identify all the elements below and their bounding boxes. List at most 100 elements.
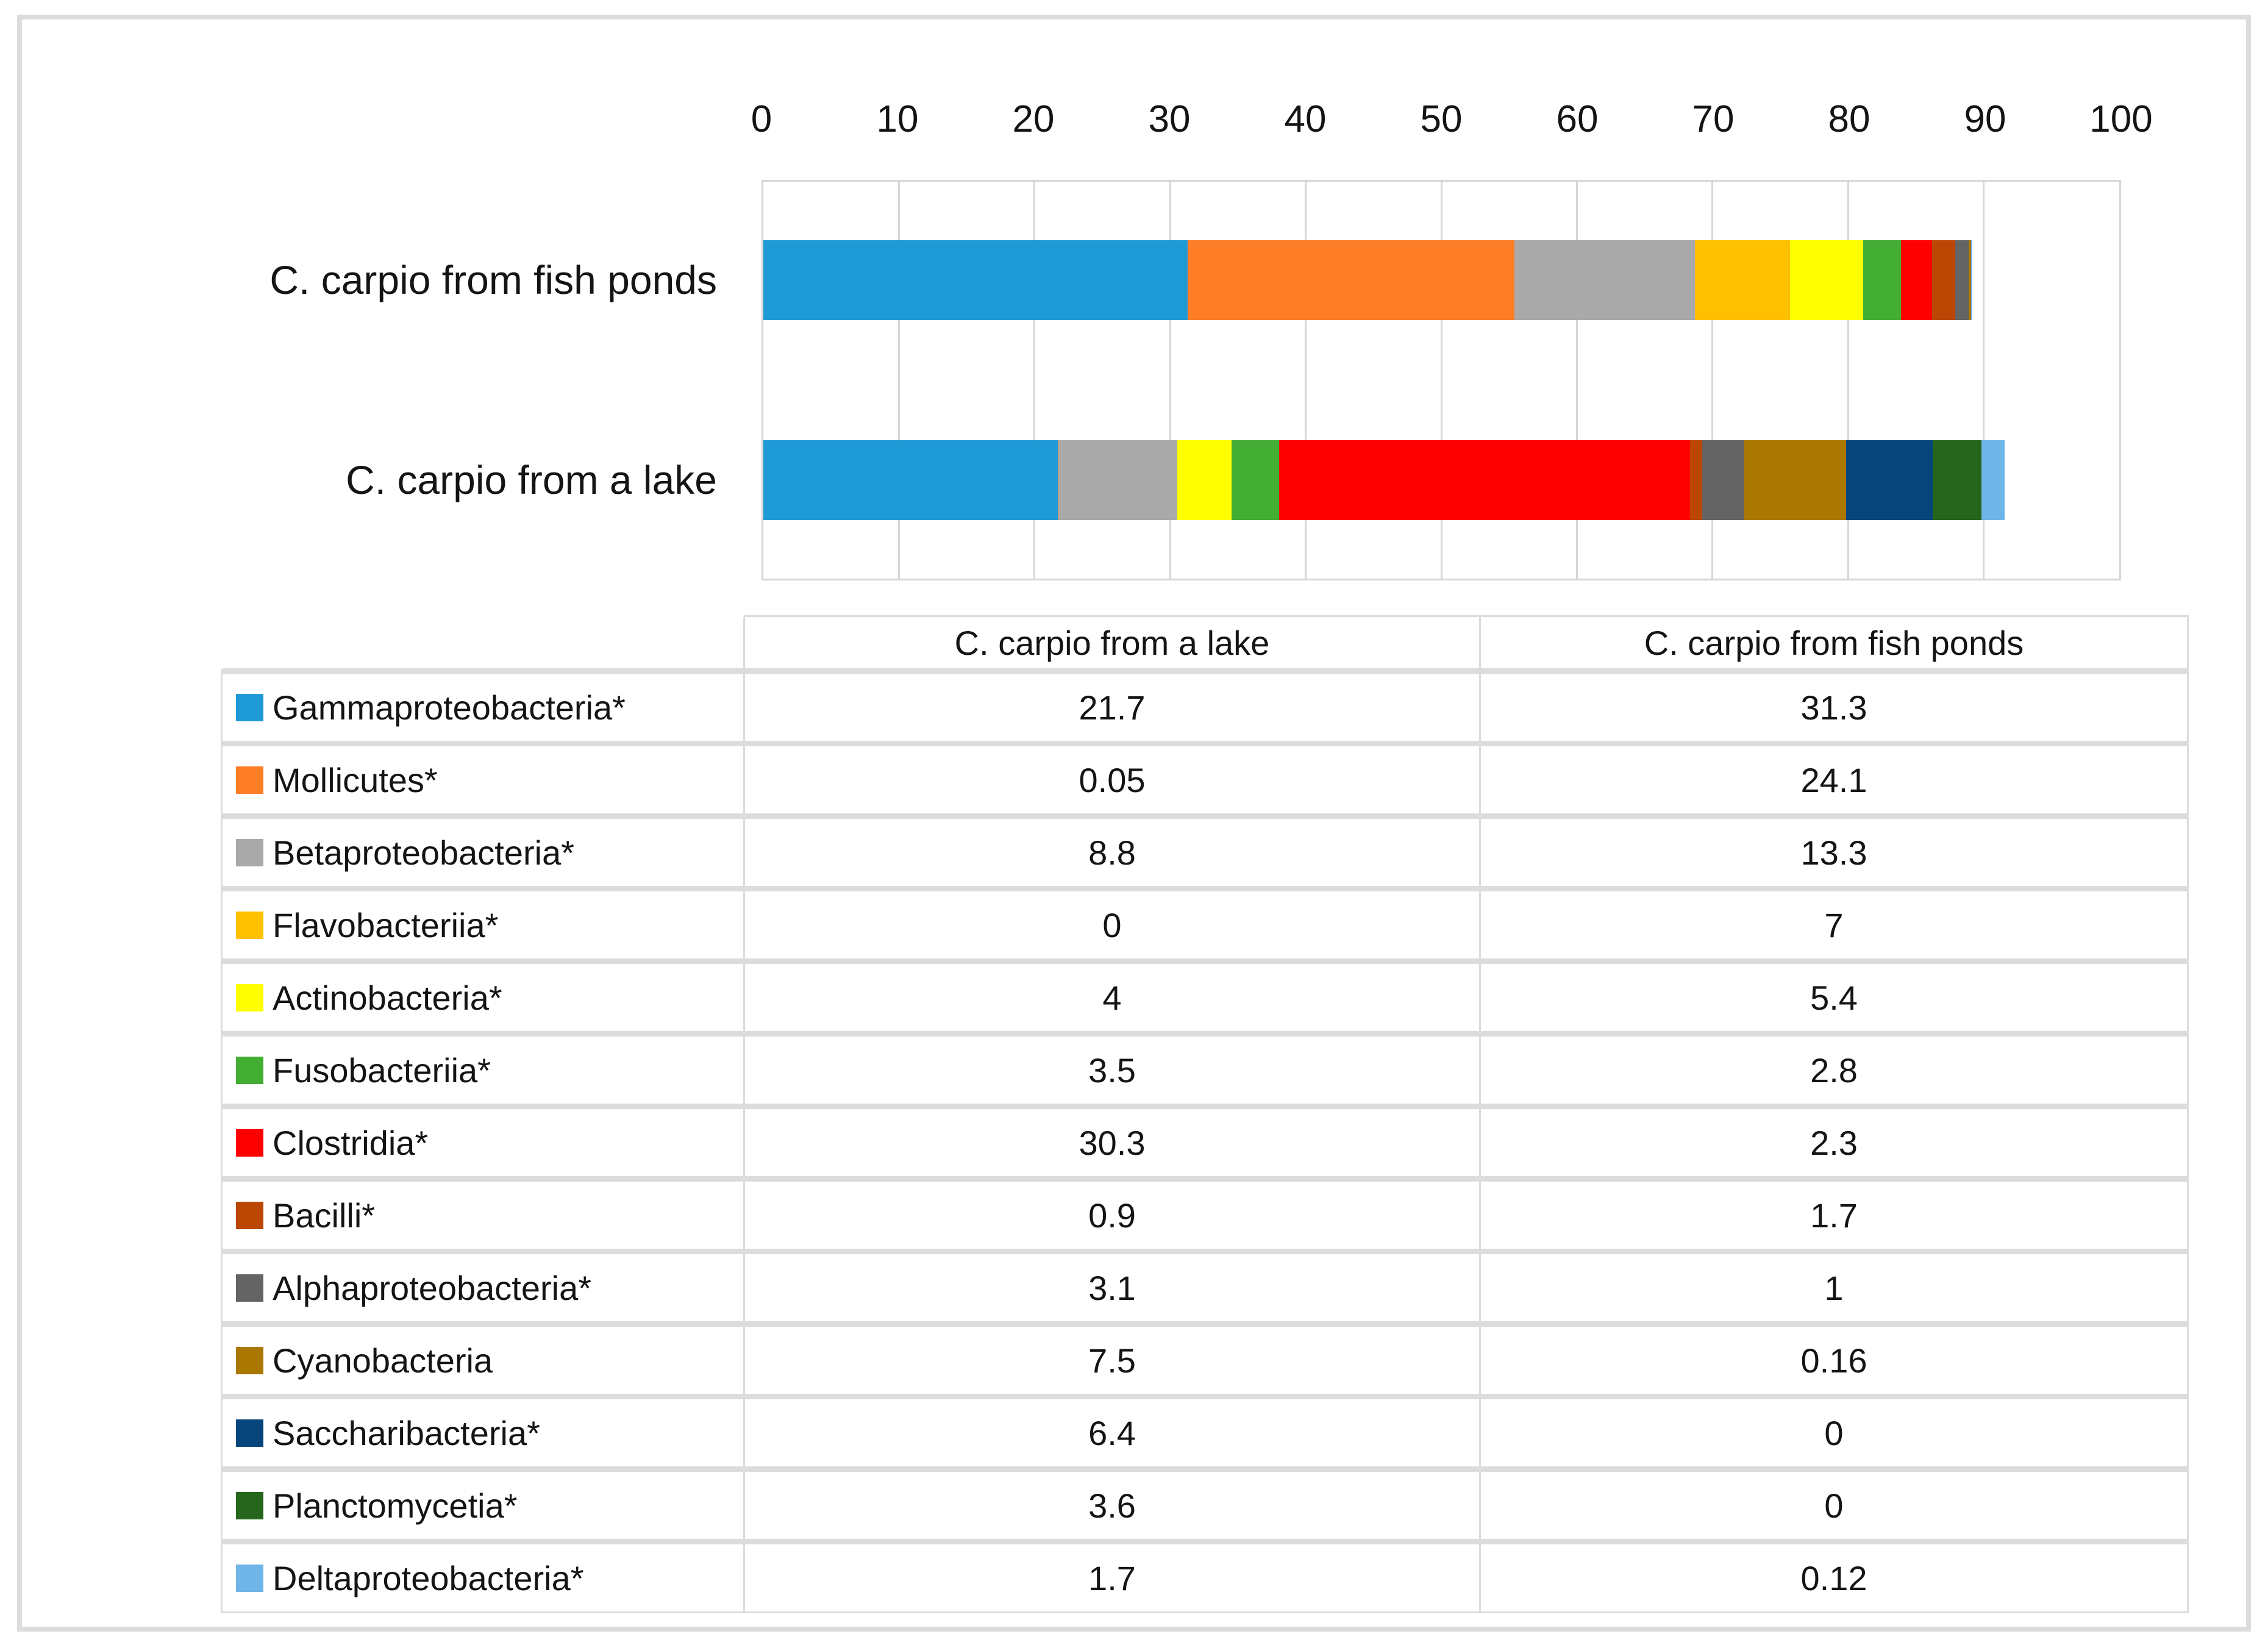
bar-segment-gammaproteobacteria	[763, 440, 1058, 520]
taxon-name: Clostridia*	[273, 1123, 429, 1162]
table-row-label: Gammaproteobacteria*	[223, 674, 743, 741]
table-row-label: Clostridia*	[223, 1109, 743, 1176]
taxon-name: Bacilli*	[273, 1196, 376, 1235]
value-fish-ponds: 0.16	[1481, 1327, 2187, 1394]
bar-segment-fusobacteriia	[1863, 240, 1901, 320]
legend-swatch	[236, 911, 263, 939]
bar-segment-fusobacteriia	[1232, 440, 1280, 520]
corner-mask-top	[221, 615, 744, 617]
legend-swatch	[236, 1129, 263, 1157]
value-lake: 7.5	[745, 1327, 1479, 1394]
table-row-label: Planctomycetia*	[223, 1472, 743, 1539]
taxon-name: Flavobacteriia*	[273, 905, 499, 944]
value-lake: 8.8	[745, 819, 1479, 886]
value-lake: 0.9	[745, 1182, 1479, 1249]
bar-segment-alphaproteobacteria	[1955, 240, 1969, 320]
legend-swatch	[236, 1056, 263, 1084]
legend-swatch	[236, 1201, 263, 1229]
bar-segment-cyanobacteria	[1969, 240, 1971, 320]
bar-segment-gammaproteobacteria	[763, 240, 1188, 320]
legend-swatch	[236, 1491, 263, 1519]
gridline-10	[897, 182, 900, 579]
bar-fish-ponds	[763, 240, 2119, 320]
value-lake: 3.6	[745, 1472, 1479, 1539]
legend-swatch	[236, 1274, 263, 1302]
table-row-label: Bacilli*	[223, 1182, 743, 1249]
bar-segment-saccharibacteria	[1845, 440, 1933, 520]
bar-segment-actinobacteria	[1177, 440, 1232, 520]
legend-swatch	[236, 1346, 263, 1374]
taxon-name: Saccharibacteria*	[273, 1413, 540, 1452]
axis-tick-label-0: 0	[751, 98, 772, 140]
legend-swatch	[236, 693, 263, 721]
bar-segment-bacilli	[1690, 440, 1703, 520]
table-corner-cell	[223, 617, 743, 668]
taxon-name: Deltaproteobacteria*	[273, 1558, 584, 1597]
value-fish-ponds: 31.3	[1481, 674, 2187, 741]
corner-mask-left	[221, 615, 223, 669]
bar-segment-deltaproteobacteria	[1981, 440, 2005, 520]
table-header-fish-ponds: C. carpio from fish ponds	[1481, 617, 2187, 668]
legend-swatch	[236, 1564, 263, 1592]
value-fish-ponds: 1.7	[1481, 1182, 2187, 1249]
axis-tick-label-60: 60	[1556, 98, 1599, 140]
table-row-label: Actinobacteria*	[223, 964, 743, 1031]
plot-area	[761, 180, 2121, 580]
category-label-lake: C. carpio from a lake	[346, 457, 717, 502]
legend-data-table: C. carpio from a lake C. carpio from fis…	[221, 615, 2189, 1613]
axis-tick-label-90: 90	[1964, 98, 2006, 140]
value-lake: 0	[745, 891, 1479, 958]
value-lake: 1.7	[745, 1544, 1479, 1611]
value-fish-ponds: 0.12	[1481, 1544, 2187, 1611]
category-label-fish-ponds: C. carpio from fish ponds	[269, 257, 717, 302]
bar-segment-alphaproteobacteria	[1702, 440, 1744, 520]
value-fish-ponds: 2.3	[1481, 1109, 2187, 1176]
legend-swatch	[236, 766, 263, 794]
value-lake: 30.3	[745, 1109, 1479, 1176]
taxon-name: Alphaproteobacteria*	[273, 1268, 592, 1307]
value-fish-ponds: 5.4	[1481, 964, 2187, 1031]
taxon-name: Planctomycetia*	[273, 1486, 518, 1525]
value-lake: 0.05	[745, 746, 1479, 813]
table-row-label: Deltaproteobacteria*	[223, 1544, 743, 1611]
gridline-50	[1440, 182, 1442, 579]
value-fish-ponds: 0	[1481, 1472, 2187, 1539]
gridline-80	[1847, 182, 1849, 579]
value-fish-ponds: 13.3	[1481, 819, 2187, 886]
value-fish-ponds: 7	[1481, 891, 2187, 958]
taxon-name: Actinobacteria*	[273, 978, 502, 1017]
taxon-name: Gammaproteobacteria*	[273, 688, 626, 727]
legend-swatch	[236, 838, 263, 866]
value-lake: 21.7	[745, 674, 1479, 741]
bar-segment-cyanobacteria	[1744, 440, 1846, 520]
axis-tick-label-40: 40	[1284, 98, 1327, 140]
value-lake: 6.4	[745, 1399, 1479, 1466]
figure-border: 0 10 20 30 40 50 60 70 80 90 100 C. carpio from fi…	[17, 15, 2251, 1632]
table-header-lake: C. carpio from a lake	[745, 617, 1479, 668]
axis-tick-label-50: 50	[1420, 98, 1463, 140]
axis-tick-label-30: 30	[1148, 98, 1191, 140]
bar-segment-planctomycetia	[1933, 440, 1982, 520]
gridline-90	[1983, 182, 1985, 579]
value-fish-ponds: 1	[1481, 1254, 2187, 1321]
table-row-label: Fusobacteriia*	[223, 1037, 743, 1104]
table-row-label: Saccharibacteria*	[223, 1399, 743, 1466]
table-row-label: Mollicutes*	[223, 746, 743, 813]
value-fish-ponds: 24.1	[1481, 746, 2187, 813]
gridline-30	[1169, 182, 1171, 579]
gridline-60	[1575, 182, 1578, 579]
axis-tick-label-80: 80	[1828, 98, 1870, 140]
bar-lake	[763, 440, 2119, 520]
table-row-label: Cyanobacteria	[223, 1327, 743, 1394]
taxon-name: Fusobacteriia*	[273, 1051, 491, 1090]
bar-segment-mollicutes	[1188, 240, 1515, 320]
table-row-label: Alphaproteobacteria*	[223, 1254, 743, 1321]
table-row-label: Betaproteobacteria*	[223, 819, 743, 886]
axis-tick-label-10: 10	[876, 98, 919, 140]
axis-tick-label-100: 100	[2089, 98, 2153, 140]
bar-segment-bacilli	[1932, 240, 1955, 320]
bar-segment-clostridia	[1279, 440, 1691, 520]
value-lake: 3.1	[745, 1254, 1479, 1321]
bar-segment-flavobacteriia	[1694, 240, 1790, 320]
